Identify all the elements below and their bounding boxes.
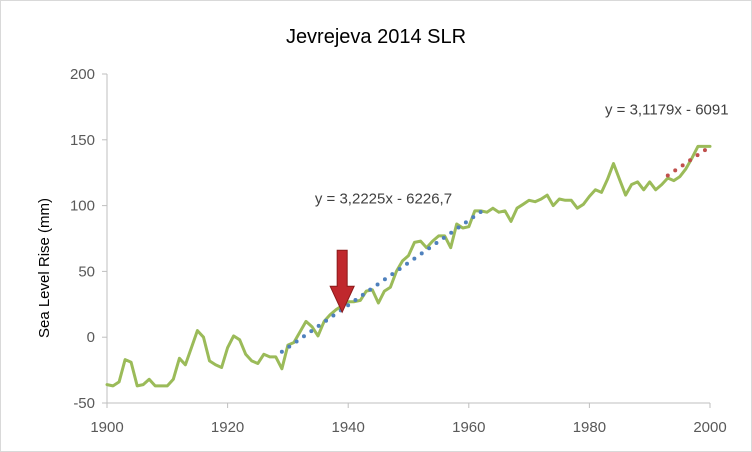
trendline-equation-1: y = 3,2225x - 6226,7: [315, 191, 452, 208]
trendline-1: [279, 205, 489, 354]
trendline-equation-2: y = 3,1179x - 6091: [605, 102, 729, 119]
series-line-sea-level: [105, 144, 712, 388]
x-tick-label: 1980: [573, 419, 606, 436]
x-tick-label: 1960: [452, 419, 485, 436]
y-tick-label: 0: [87, 329, 95, 346]
y-tick-label: 150: [70, 132, 95, 149]
trendline-2: [665, 144, 712, 178]
x-tick-label: 1900: [90, 419, 123, 436]
y-tick-label: 100: [70, 198, 95, 215]
chart-title: Jevrejeva 2014 SLR: [286, 26, 466, 48]
x-tick-label: 1940: [332, 419, 365, 436]
red-arrow-annotation: [329, 249, 355, 314]
y-tick-label: -50: [73, 395, 95, 412]
y-tick-label: 200: [70, 66, 95, 83]
x-tick-label: 1920: [211, 419, 244, 436]
plot-layer: -50 0 50 100 150 200 1900 1920 1940 1960 1980 2000 y…: [70, 66, 729, 436]
y-axis-title: Sea Level Rise (mm): [36, 198, 53, 338]
x-tick-label: 2000: [693, 419, 726, 436]
y-tick-label: 50: [78, 263, 95, 280]
